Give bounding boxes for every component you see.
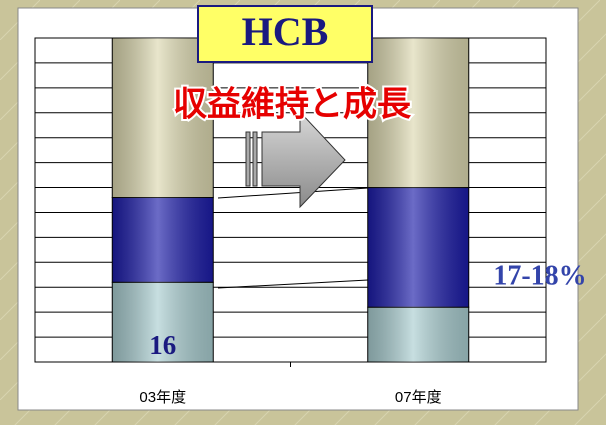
bar-shade xyxy=(112,197,214,283)
connector xyxy=(217,187,369,199)
bar-shade xyxy=(112,38,214,198)
x-tick-label: 03年度 xyxy=(139,389,186,406)
x-tick-label: 07年度 xyxy=(395,389,442,406)
arrow-tail xyxy=(245,131,251,187)
bar-shade xyxy=(112,282,214,362)
title-box xyxy=(197,5,373,63)
range-label: 17-18% xyxy=(493,260,586,291)
chart-panel xyxy=(17,7,579,411)
annotation: 収益維持と成長 xyxy=(173,85,412,125)
connector xyxy=(217,279,369,289)
bar-shade xyxy=(367,187,469,308)
plot-area: 03年度 07年度 16 xyxy=(34,37,547,406)
arrow-tail xyxy=(252,131,258,187)
data-label: 16 xyxy=(149,330,176,360)
bar-shade xyxy=(367,38,469,188)
chart-title: HCB xyxy=(242,9,329,54)
bar-shade xyxy=(367,307,469,362)
overlay: HCB 収益維持と成長 17-18% xyxy=(171,5,587,291)
arrow xyxy=(261,110,346,209)
